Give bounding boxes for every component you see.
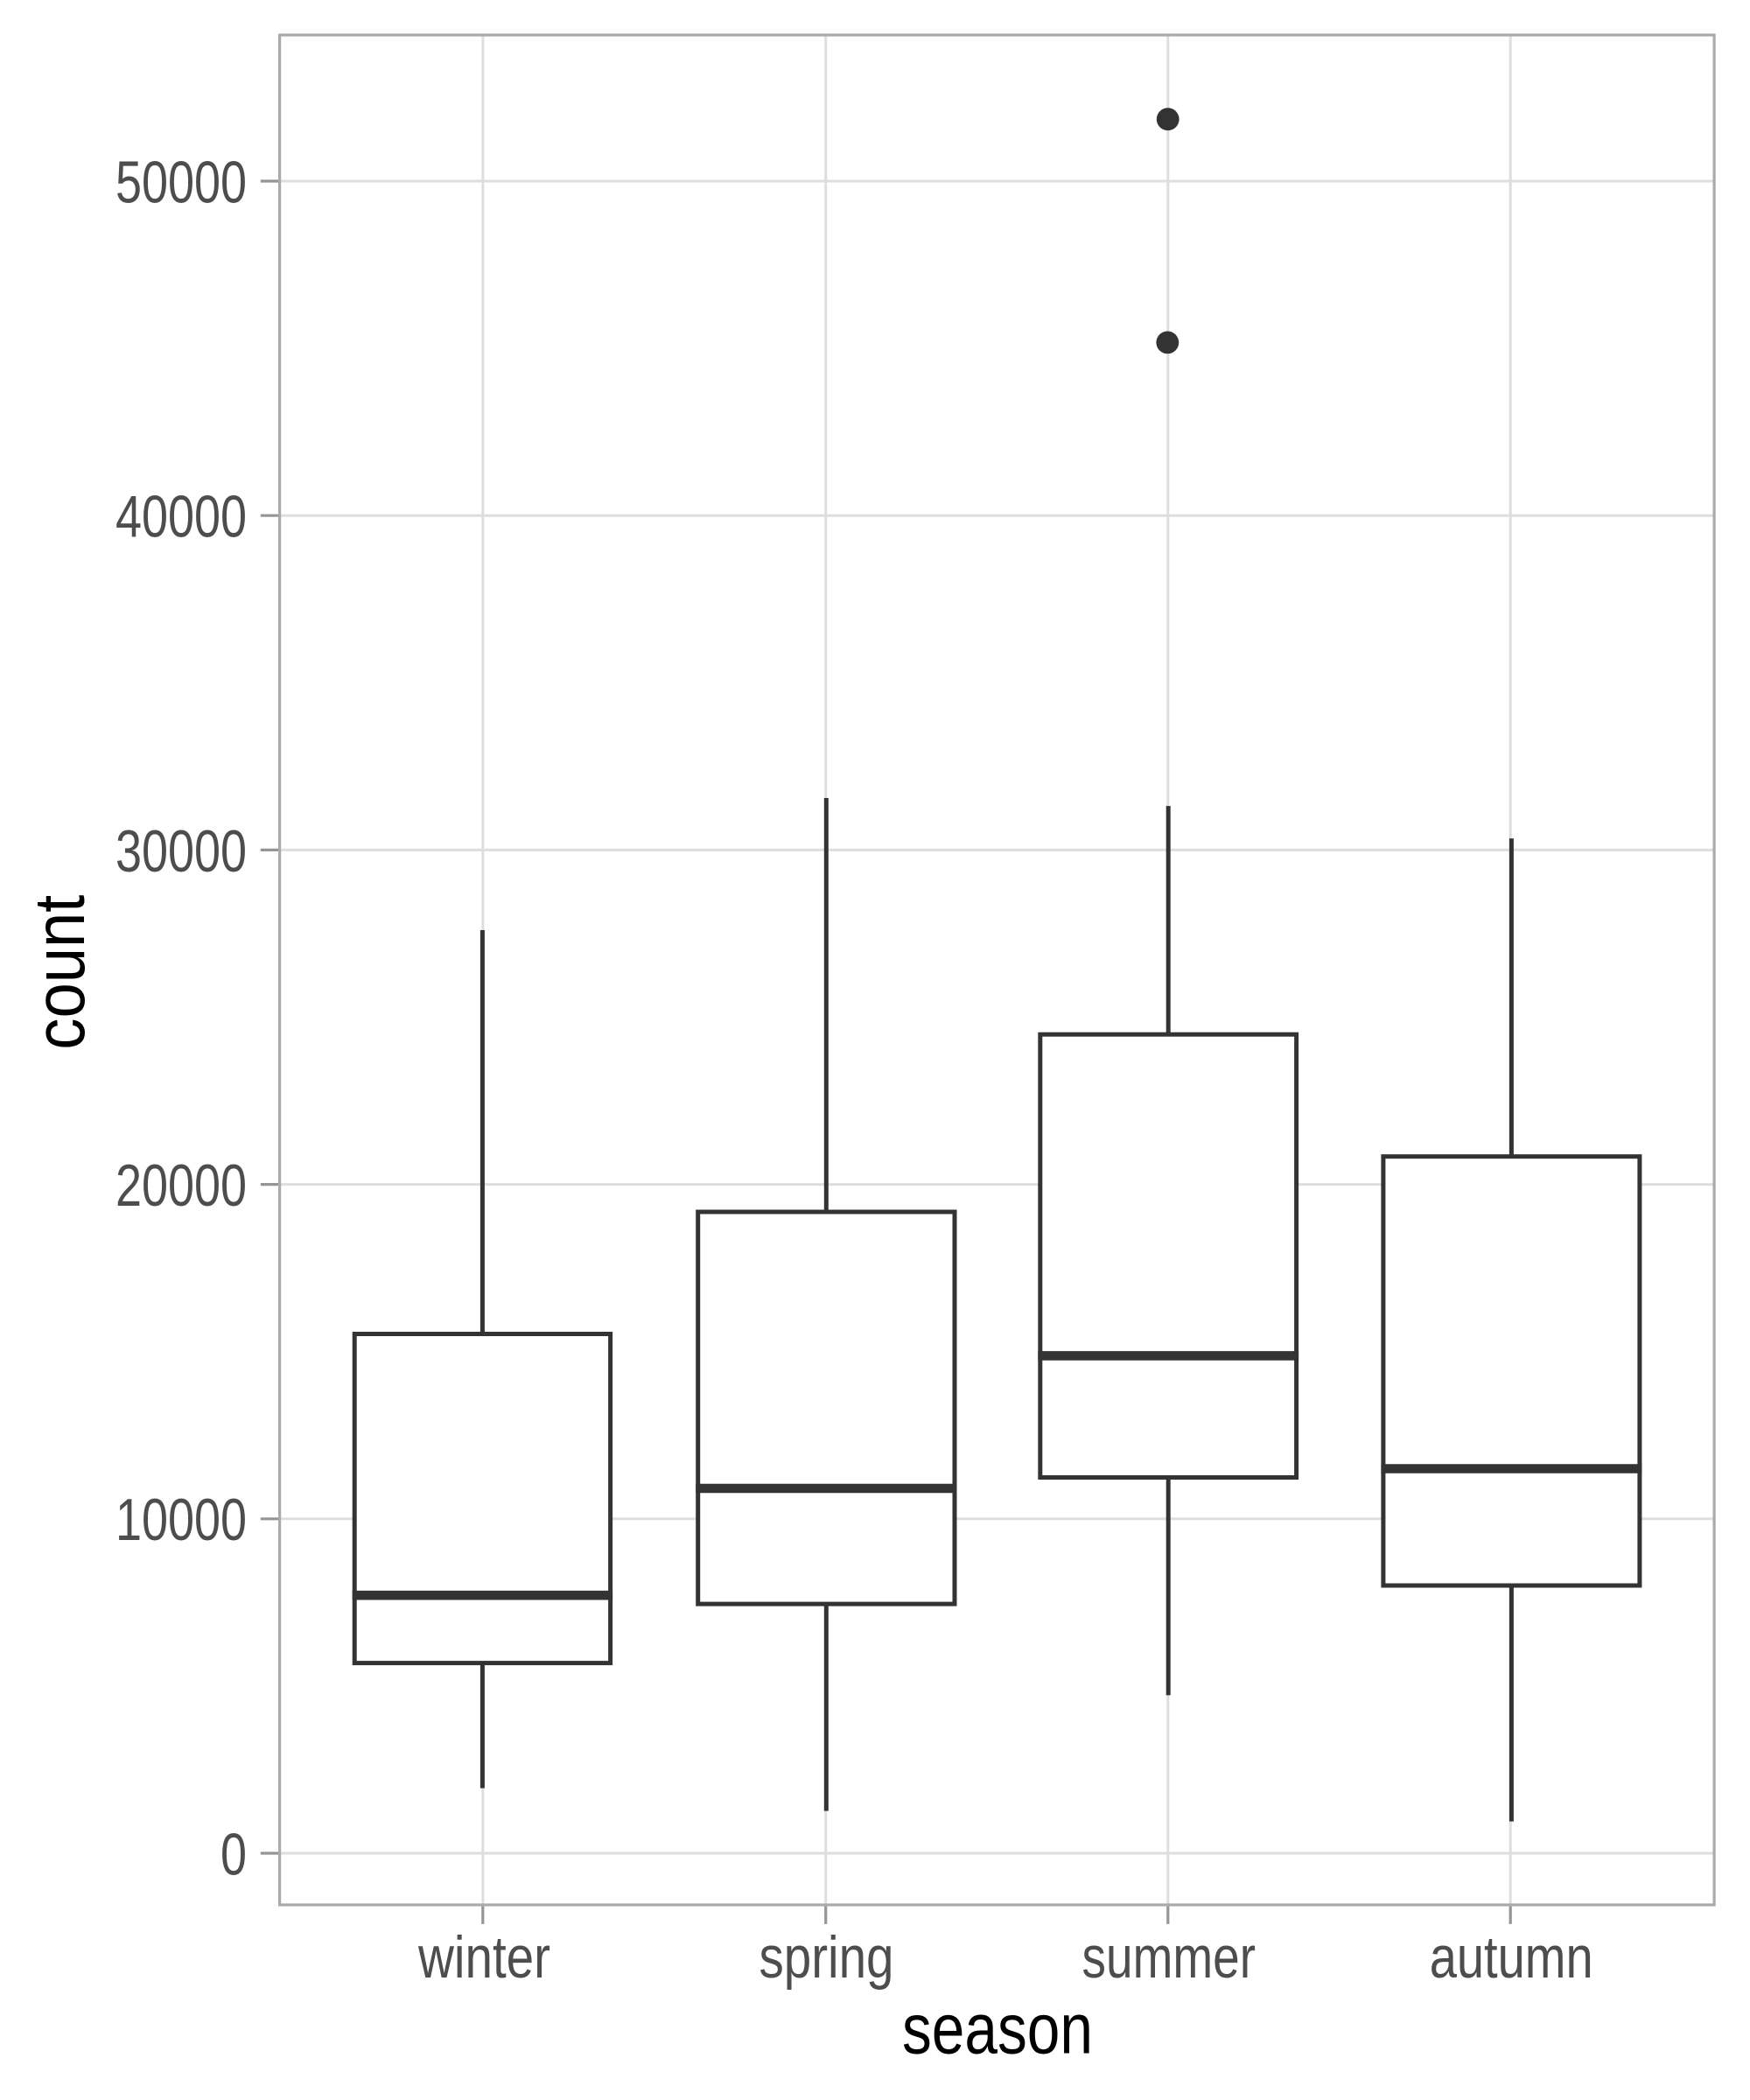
- svg-text:40000: 40000: [116, 484, 247, 550]
- svg-text:0: 0: [220, 1821, 247, 1887]
- svg-text:20000: 20000: [116, 1152, 247, 1219]
- svg-text:summer: summer: [1082, 1924, 1256, 1991]
- svg-text:10000: 10000: [116, 1487, 247, 1553]
- svg-text:season: season: [902, 1990, 1093, 2069]
- svg-text:30000: 30000: [116, 818, 247, 885]
- svg-text:autumn: autumn: [1430, 1924, 1593, 1991]
- svg-text:50000: 50000: [116, 149, 247, 215]
- svg-text:spring: spring: [760, 1924, 894, 1991]
- svg-text:winter: winter: [417, 1924, 550, 1991]
- svg-text:count: count: [20, 895, 100, 1050]
